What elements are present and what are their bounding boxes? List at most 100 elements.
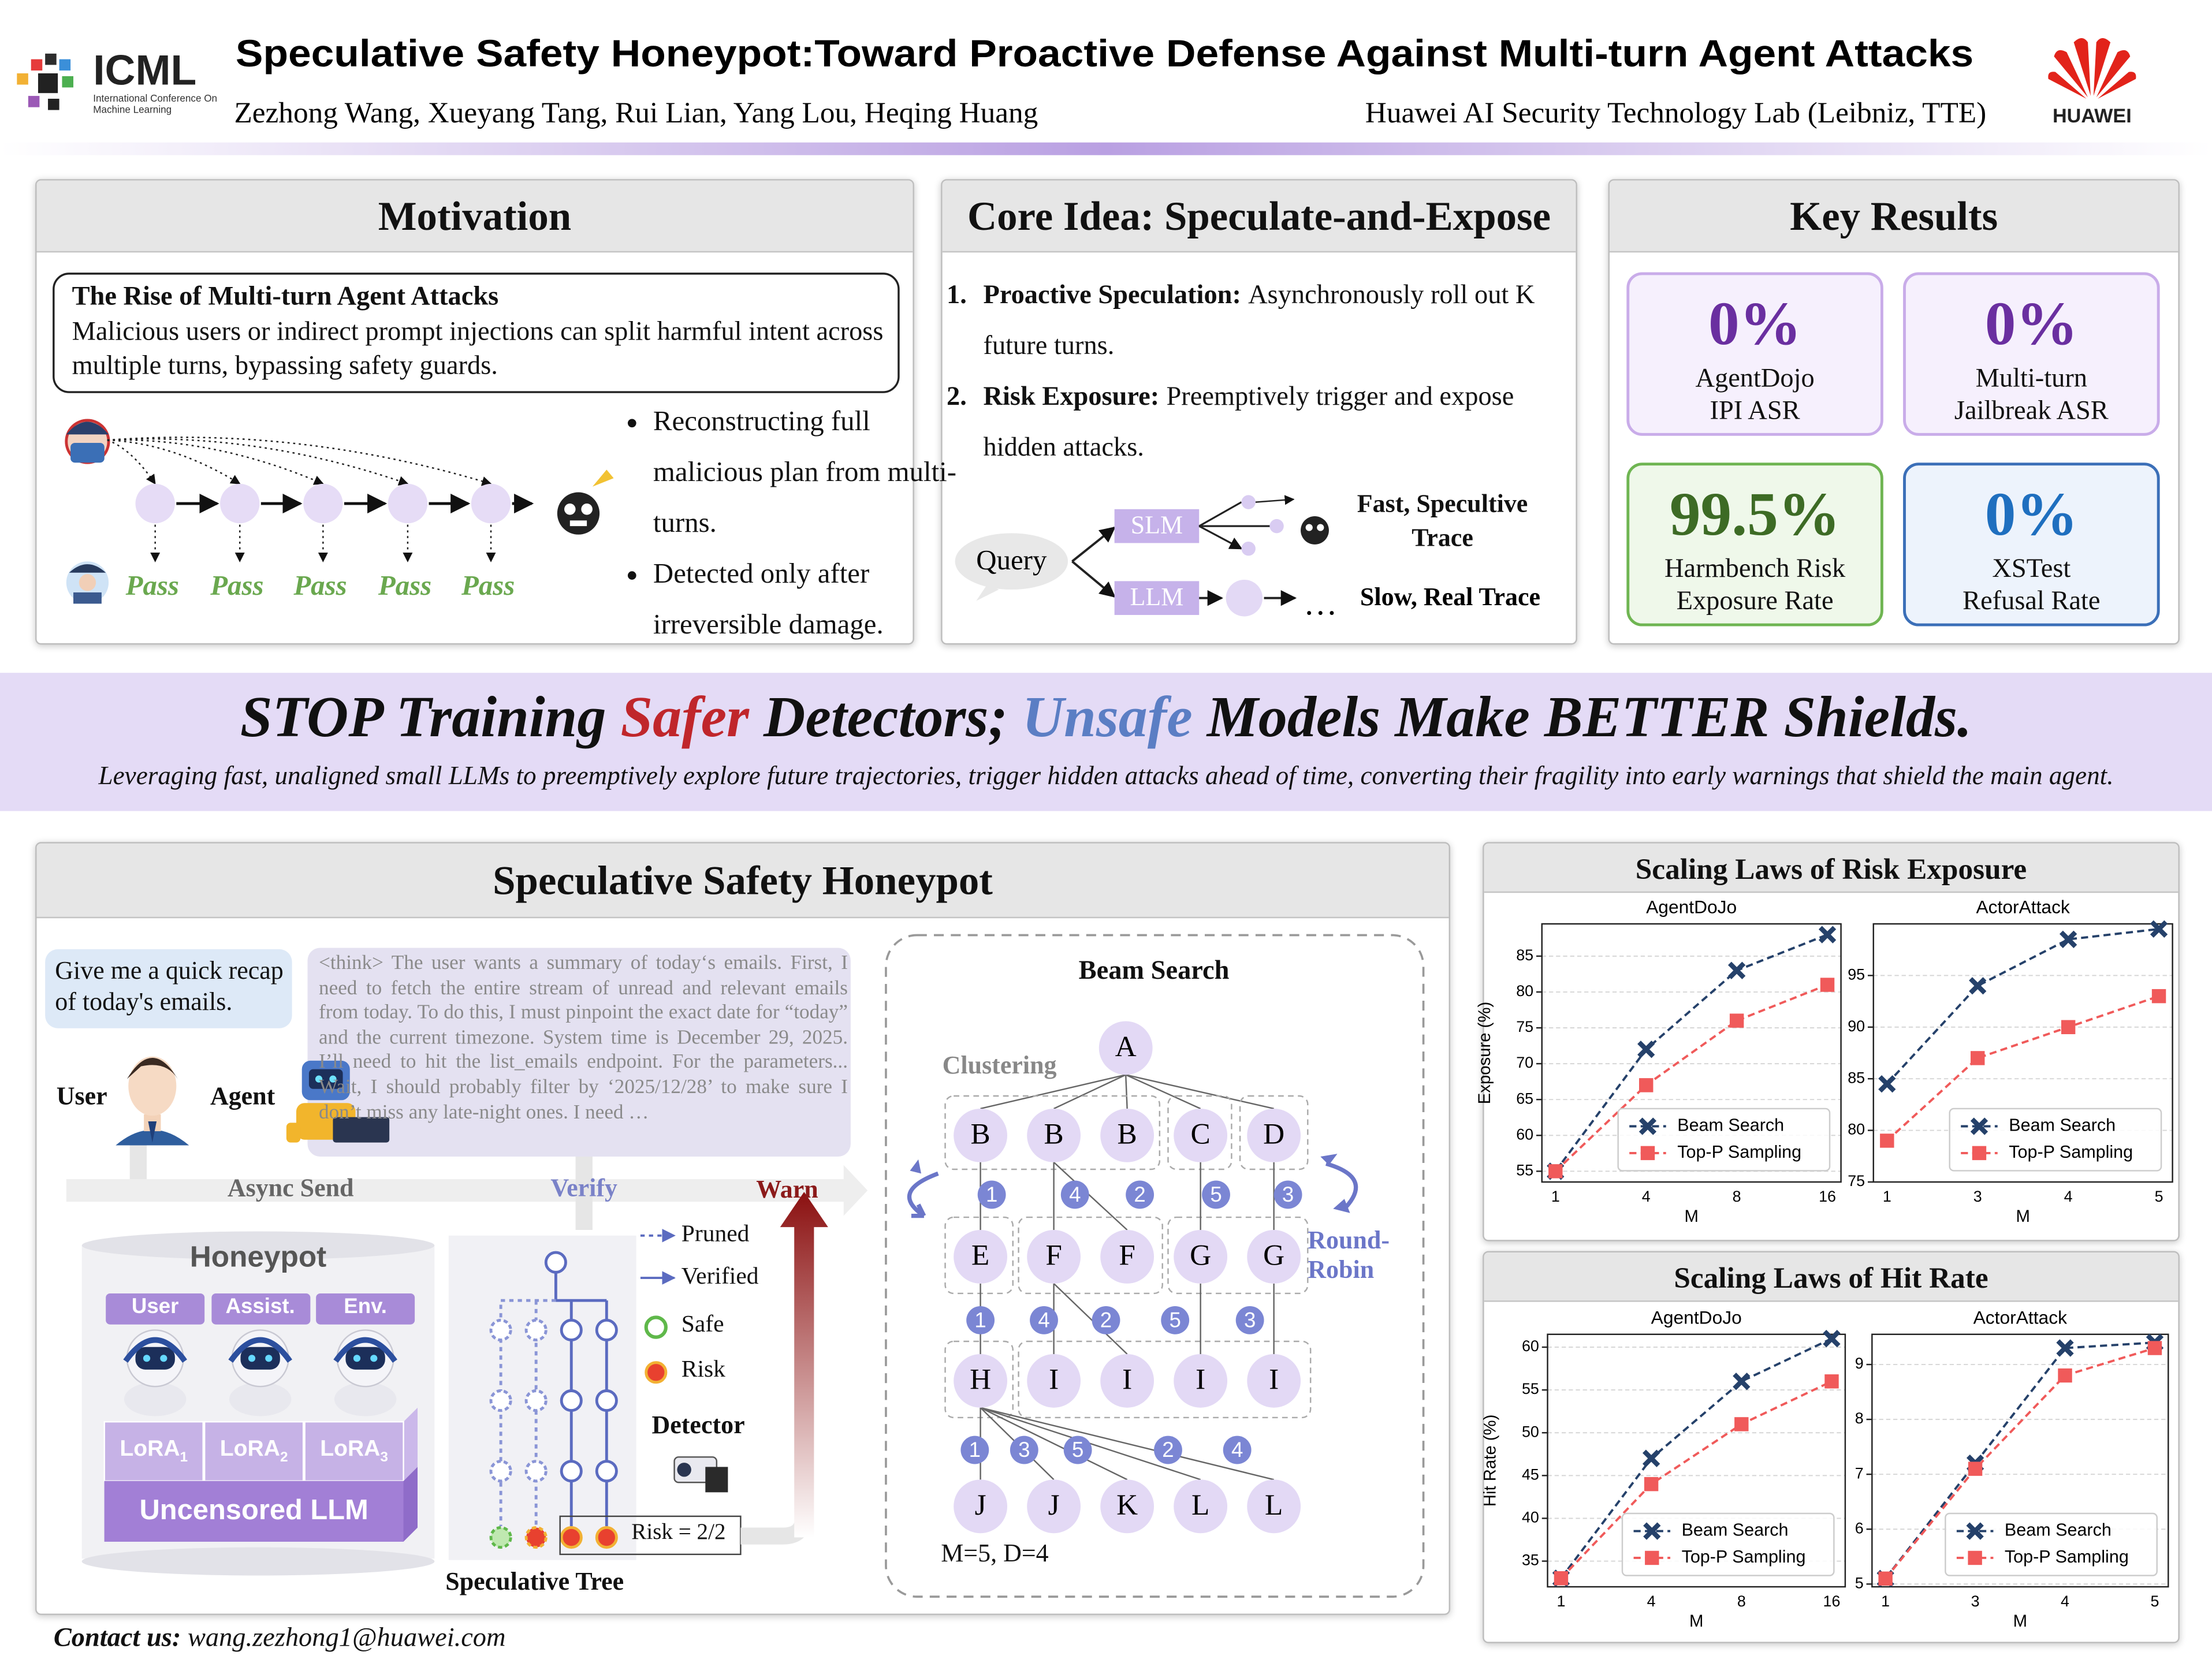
robot-eye	[265, 1355, 273, 1362]
tree-legend-label: Verified	[681, 1262, 759, 1289]
verify-label: Verify	[550, 1173, 618, 1202]
decoration	[554, 1272, 608, 1527]
marker	[1818, 926, 1837, 944]
tree-edge	[1053, 1161, 1128, 1231]
decoration	[524, 1389, 548, 1412]
decoration	[1241, 495, 1256, 509]
turn-node	[303, 483, 343, 524]
y-tick-label: 6	[1855, 1519, 1864, 1537]
tree-node	[1247, 1108, 1301, 1162]
order-badge	[1154, 1435, 1182, 1464]
legend-marker	[1966, 1522, 1984, 1540]
legend-box	[1949, 1108, 2162, 1172]
series-line	[1885, 1347, 2155, 1580]
decoration	[595, 1526, 618, 1549]
x-axis-label: M	[1689, 1612, 1703, 1631]
bullet: Detected only after irreversible damage.	[653, 549, 956, 650]
decoration	[592, 469, 614, 487]
decoration	[31, 59, 43, 71]
decoration	[489, 1318, 548, 1483]
agent-label: Agent	[210, 1082, 275, 1110]
speculative-tree	[448, 1229, 742, 1560]
legend-marker	[1643, 1522, 1661, 1540]
ellipsis: …	[1304, 584, 1338, 622]
company: HUAWEI	[2053, 105, 2132, 127]
result-card	[1903, 463, 2160, 627]
order-badge	[1060, 1180, 1089, 1209]
role-tag: Assist.	[225, 1295, 295, 1319]
llm-label: LLM	[1130, 583, 1184, 611]
marker	[1734, 1417, 1749, 1431]
bullet-list: Reconstructing full malicious plan from …	[599, 396, 956, 650]
result-label: Harmbench Risk	[1664, 554, 1846, 584]
chart-title: AgentDoJo	[1646, 896, 1737, 917]
marker	[1971, 1051, 1985, 1065]
role-robots	[123, 1329, 397, 1416]
y-tick-label: 90	[1848, 1017, 1865, 1035]
chart-panel: Scaling Laws of Risk Exposure	[1483, 842, 2180, 1241]
result-label: XSTest	[1992, 554, 2071, 584]
decoration	[126, 1058, 178, 1079]
decoration	[489, 1460, 512, 1483]
decoration	[677, 1463, 691, 1477]
y-tick-label: 75	[1848, 1172, 1865, 1190]
huawei-logo	[2048, 38, 2136, 99]
tree-edge	[1053, 1074, 1126, 1110]
order-label: 1	[974, 1308, 986, 1332]
decoration	[66, 422, 109, 435]
step-number: 2.	[946, 382, 967, 412]
decoration	[1114, 509, 1200, 543]
async-label: Async Send	[227, 1173, 354, 1202]
check-label: Pass	[125, 569, 179, 601]
role-tag: User	[131, 1295, 179, 1319]
decoration	[69, 564, 106, 573]
conference: ICML	[93, 46, 196, 94]
marker	[1554, 1571, 1569, 1586]
decoration	[103, 1421, 204, 1482]
tree-legend-label: Safe	[681, 1310, 724, 1337]
line-chart: 75 80 85 90 95 1 3 4 5 ActorAttack M Beam Search Top…	[1848, 896, 2173, 1226]
decoration	[1325, 1161, 1358, 1212]
tree-node-label: G	[1190, 1239, 1211, 1272]
y-tick-label: 60	[1516, 1125, 1533, 1143]
contact-label: Contact us:	[53, 1623, 181, 1653]
order-badge	[960, 1435, 989, 1464]
decoration	[45, 53, 57, 65]
x-tick-label: 3	[1973, 1188, 1982, 1205]
x-tick-label: 8	[1737, 1593, 1746, 1610]
query-label: Query	[976, 544, 1047, 576]
chart-title: ActorAttack	[1973, 1307, 2067, 1328]
tree-node	[1100, 1479, 1155, 1534]
panel-heading: Core Idea: Speculate-and-Expose	[942, 180, 1576, 253]
turn-node	[471, 483, 511, 524]
slow-label: Slow, Real Trace	[1360, 583, 1540, 611]
tree-node-label: A	[1115, 1030, 1137, 1063]
marker	[1639, 1078, 1654, 1092]
decoration	[1114, 581, 1200, 616]
legend-label: Beam Search	[1682, 1520, 1789, 1540]
tree-node-label: I	[1049, 1363, 1059, 1396]
order-badge	[966, 1306, 995, 1334]
series-line	[1560, 1337, 1833, 1579]
tree-node-label: H	[970, 1363, 991, 1396]
x-axis-label: M	[2013, 1612, 2027, 1631]
decoration	[560, 1318, 583, 1342]
result-value: 0%	[1984, 289, 2078, 359]
decoration	[489, 1389, 512, 1412]
tree-node-label: J	[1048, 1489, 1060, 1522]
y-tick-label: 95	[1848, 965, 1865, 983]
x-tick-label: 4	[1642, 1188, 1651, 1205]
decoration	[62, 76, 74, 88]
marker	[2061, 1020, 2076, 1034]
decoration	[59, 59, 71, 71]
tree-node	[1247, 1479, 1301, 1534]
decoration	[211, 1293, 311, 1325]
panel-heading: Speculative Safety Honeypot	[36, 843, 1449, 919]
result-label: IPI ASR	[1710, 396, 1800, 426]
legend-marker	[1968, 1550, 1982, 1565]
divider	[0, 142, 2212, 155]
result-label: Multi-turn	[1975, 364, 2088, 394]
slm-label: SLM	[1131, 511, 1183, 539]
decoration	[976, 584, 999, 601]
marker	[1727, 961, 1746, 979]
